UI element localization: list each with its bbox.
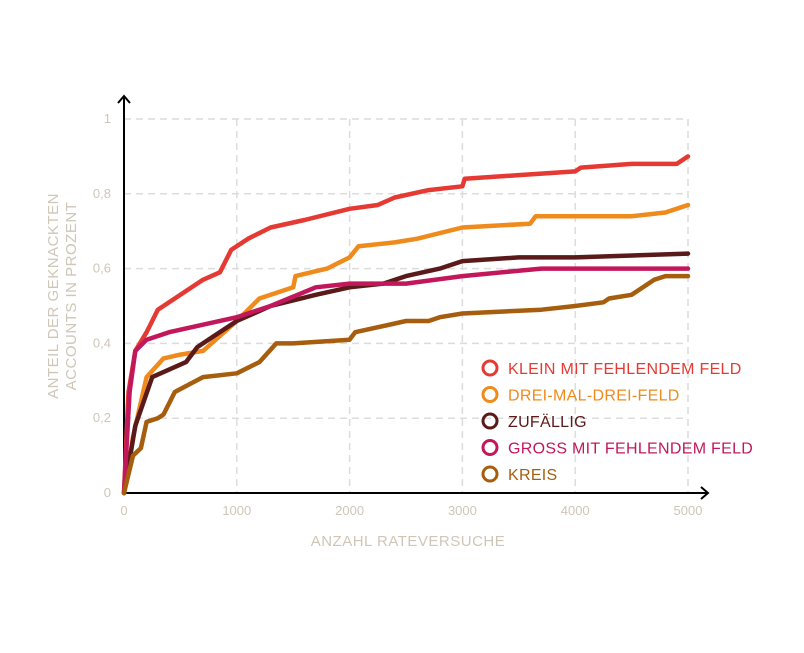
series-line [121,154,691,496]
series-line [121,251,691,496]
series-lines [121,154,691,496]
y-tick-label: 0,4 [93,335,111,350]
legend-marker-icon [481,386,499,403]
y-tick-label: 0,6 [93,261,111,276]
x-tick-label: 5000 [674,503,703,518]
legend: KLEIN MIT FEHLENDEM FELD DREI-MAL-DREI-FE… [481,359,753,484]
grid [124,118,689,493]
y-axis-title-line: ANTEIL DER GEKNACKTEN [45,193,62,399]
series-line [121,273,691,496]
y-tick-label: 0 [104,485,111,500]
legend-label: KREIS [508,467,558,484]
x-tick-label: 3000 [448,503,477,518]
legend-marker-icon [481,465,499,483]
y-axis-title-line: ACCOUNTS IN PROZENT [63,202,80,391]
x-tick-label: 4000 [561,503,590,518]
axes [117,94,710,500]
series-line [121,266,691,496]
y-axis-arrow-icon [117,94,131,104]
legend-label: DREI-MAL-DREI-FELD [508,388,680,405]
legend-label: ZUFÄLLIG [508,413,587,431]
legend-marker-icon [481,412,499,430]
x-tick-label: 1000 [222,503,251,518]
legend-marker-icon [481,439,499,456]
y-tick-label: 0,8 [93,186,111,201]
legend-marker-icon [481,359,499,377]
y-tick-labels: 0 0,2 0,4 0,6 0,8 1 [93,111,111,500]
x-axis-title: ANZAHL RATEVERSUCHE [311,533,506,550]
x-tick-label: 2000 [335,503,364,518]
x-tick-labels: 0 1000 2000 3000 4000 5000 [120,503,702,518]
series-line [121,202,691,496]
x-tick-label: 0 [120,503,127,518]
x-axis-arrow-icon [700,486,710,500]
y-tick-label: 1 [104,111,111,126]
legend-label: KLEIN MIT FEHLENDEM FELD [508,361,742,378]
legend-label: GROSS MIT FEHLENDEM FELD [508,441,753,458]
y-axis-title: ANTEIL DER GEKNACKTEN ACCOUNTS IN PROZEN… [45,193,80,399]
y-tick-label: 0,2 [93,410,111,425]
